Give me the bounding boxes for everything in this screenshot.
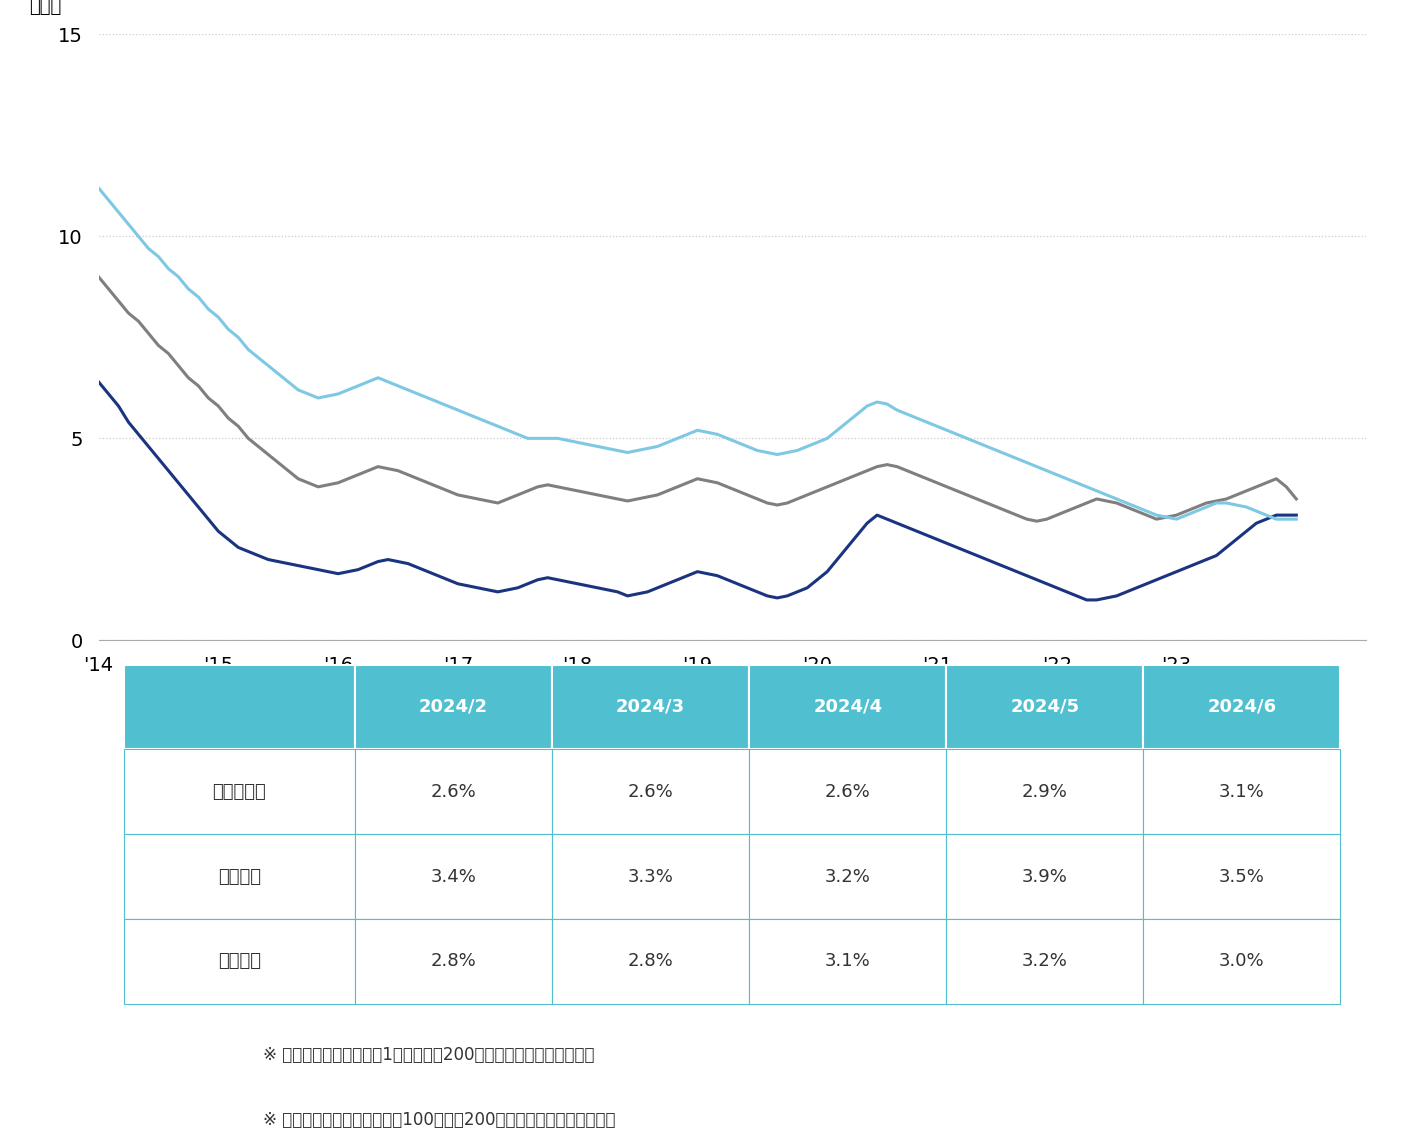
Bar — [749, 920, 946, 1003]
Bar — [946, 835, 1143, 920]
Text: 2.8%: 2.8% — [431, 953, 476, 970]
Bar — [355, 835, 552, 920]
Bar — [124, 750, 355, 835]
Bar — [946, 920, 1143, 1003]
Bar — [124, 835, 355, 920]
Bar — [552, 750, 749, 835]
Bar — [355, 920, 552, 1003]
Bar — [946, 750, 1143, 835]
Bar — [749, 665, 946, 750]
Bar — [749, 750, 946, 835]
Bar — [124, 920, 355, 1003]
Text: 3.9%: 3.9% — [1022, 868, 1067, 885]
Text: 2.6%: 2.6% — [628, 783, 673, 801]
Bar — [1143, 835, 1340, 920]
Text: （％）: （％） — [30, 0, 61, 16]
Bar — [1143, 920, 1340, 1003]
Text: 2024/4: 2024/4 — [814, 698, 883, 716]
Bar — [355, 750, 552, 835]
Text: ※ 大　規　模　ビ　ル：1フロア面積200坪以上の賃貸オフィスビル: ※ 大 規 模 ビ ル：1フロア面積200坪以上の賃貸オフィスビル — [263, 1046, 594, 1064]
Text: 3.5%: 3.5% — [1219, 868, 1264, 885]
Bar — [1143, 750, 1340, 835]
Bar — [1143, 665, 1340, 750]
Text: 2.6%: 2.6% — [431, 783, 476, 801]
Text: 2.8%: 2.8% — [628, 953, 673, 970]
Bar — [552, 665, 749, 750]
Text: 3.4%: 3.4% — [431, 868, 476, 885]
Text: 大規模ビル: 大規模ビル — [213, 783, 266, 801]
Text: 2024/2: 2024/2 — [420, 698, 489, 716]
Text: 3.0%: 3.0% — [1219, 953, 1264, 970]
Text: 2024/6: 2024/6 — [1207, 698, 1277, 716]
Bar — [946, 665, 1143, 750]
Bar — [552, 920, 749, 1003]
Text: 大型ビル: 大型ビル — [218, 868, 260, 885]
Text: 2.9%: 2.9% — [1022, 783, 1067, 801]
Bar — [355, 665, 552, 750]
Text: 3.2%: 3.2% — [1022, 953, 1067, 970]
Text: 2024/5: 2024/5 — [1011, 698, 1080, 716]
Text: 2024/3: 2024/3 — [617, 698, 686, 716]
Text: ※ 大　　型　　ビ　　ル：同100坪以上200坪未満の賃貸オフィスビル: ※ 大 型 ビ ル：同100坪以上200坪未満の賃貸オフィスビル — [263, 1111, 615, 1130]
Bar — [749, 835, 946, 920]
Bar — [124, 665, 355, 750]
Text: 3.1%: 3.1% — [825, 953, 870, 970]
Text: 3.3%: 3.3% — [628, 868, 673, 885]
Bar — [552, 835, 749, 920]
Text: 3.1%: 3.1% — [1219, 783, 1264, 801]
Text: 2.6%: 2.6% — [825, 783, 870, 801]
Legend: 大規模ビル, 大型ビル, 中型ビル: 大規模ビル, 大型ビル, 中型ビル — [479, 705, 986, 739]
Text: 中型ビル: 中型ビル — [218, 953, 260, 970]
Text: 3.2%: 3.2% — [825, 868, 870, 885]
